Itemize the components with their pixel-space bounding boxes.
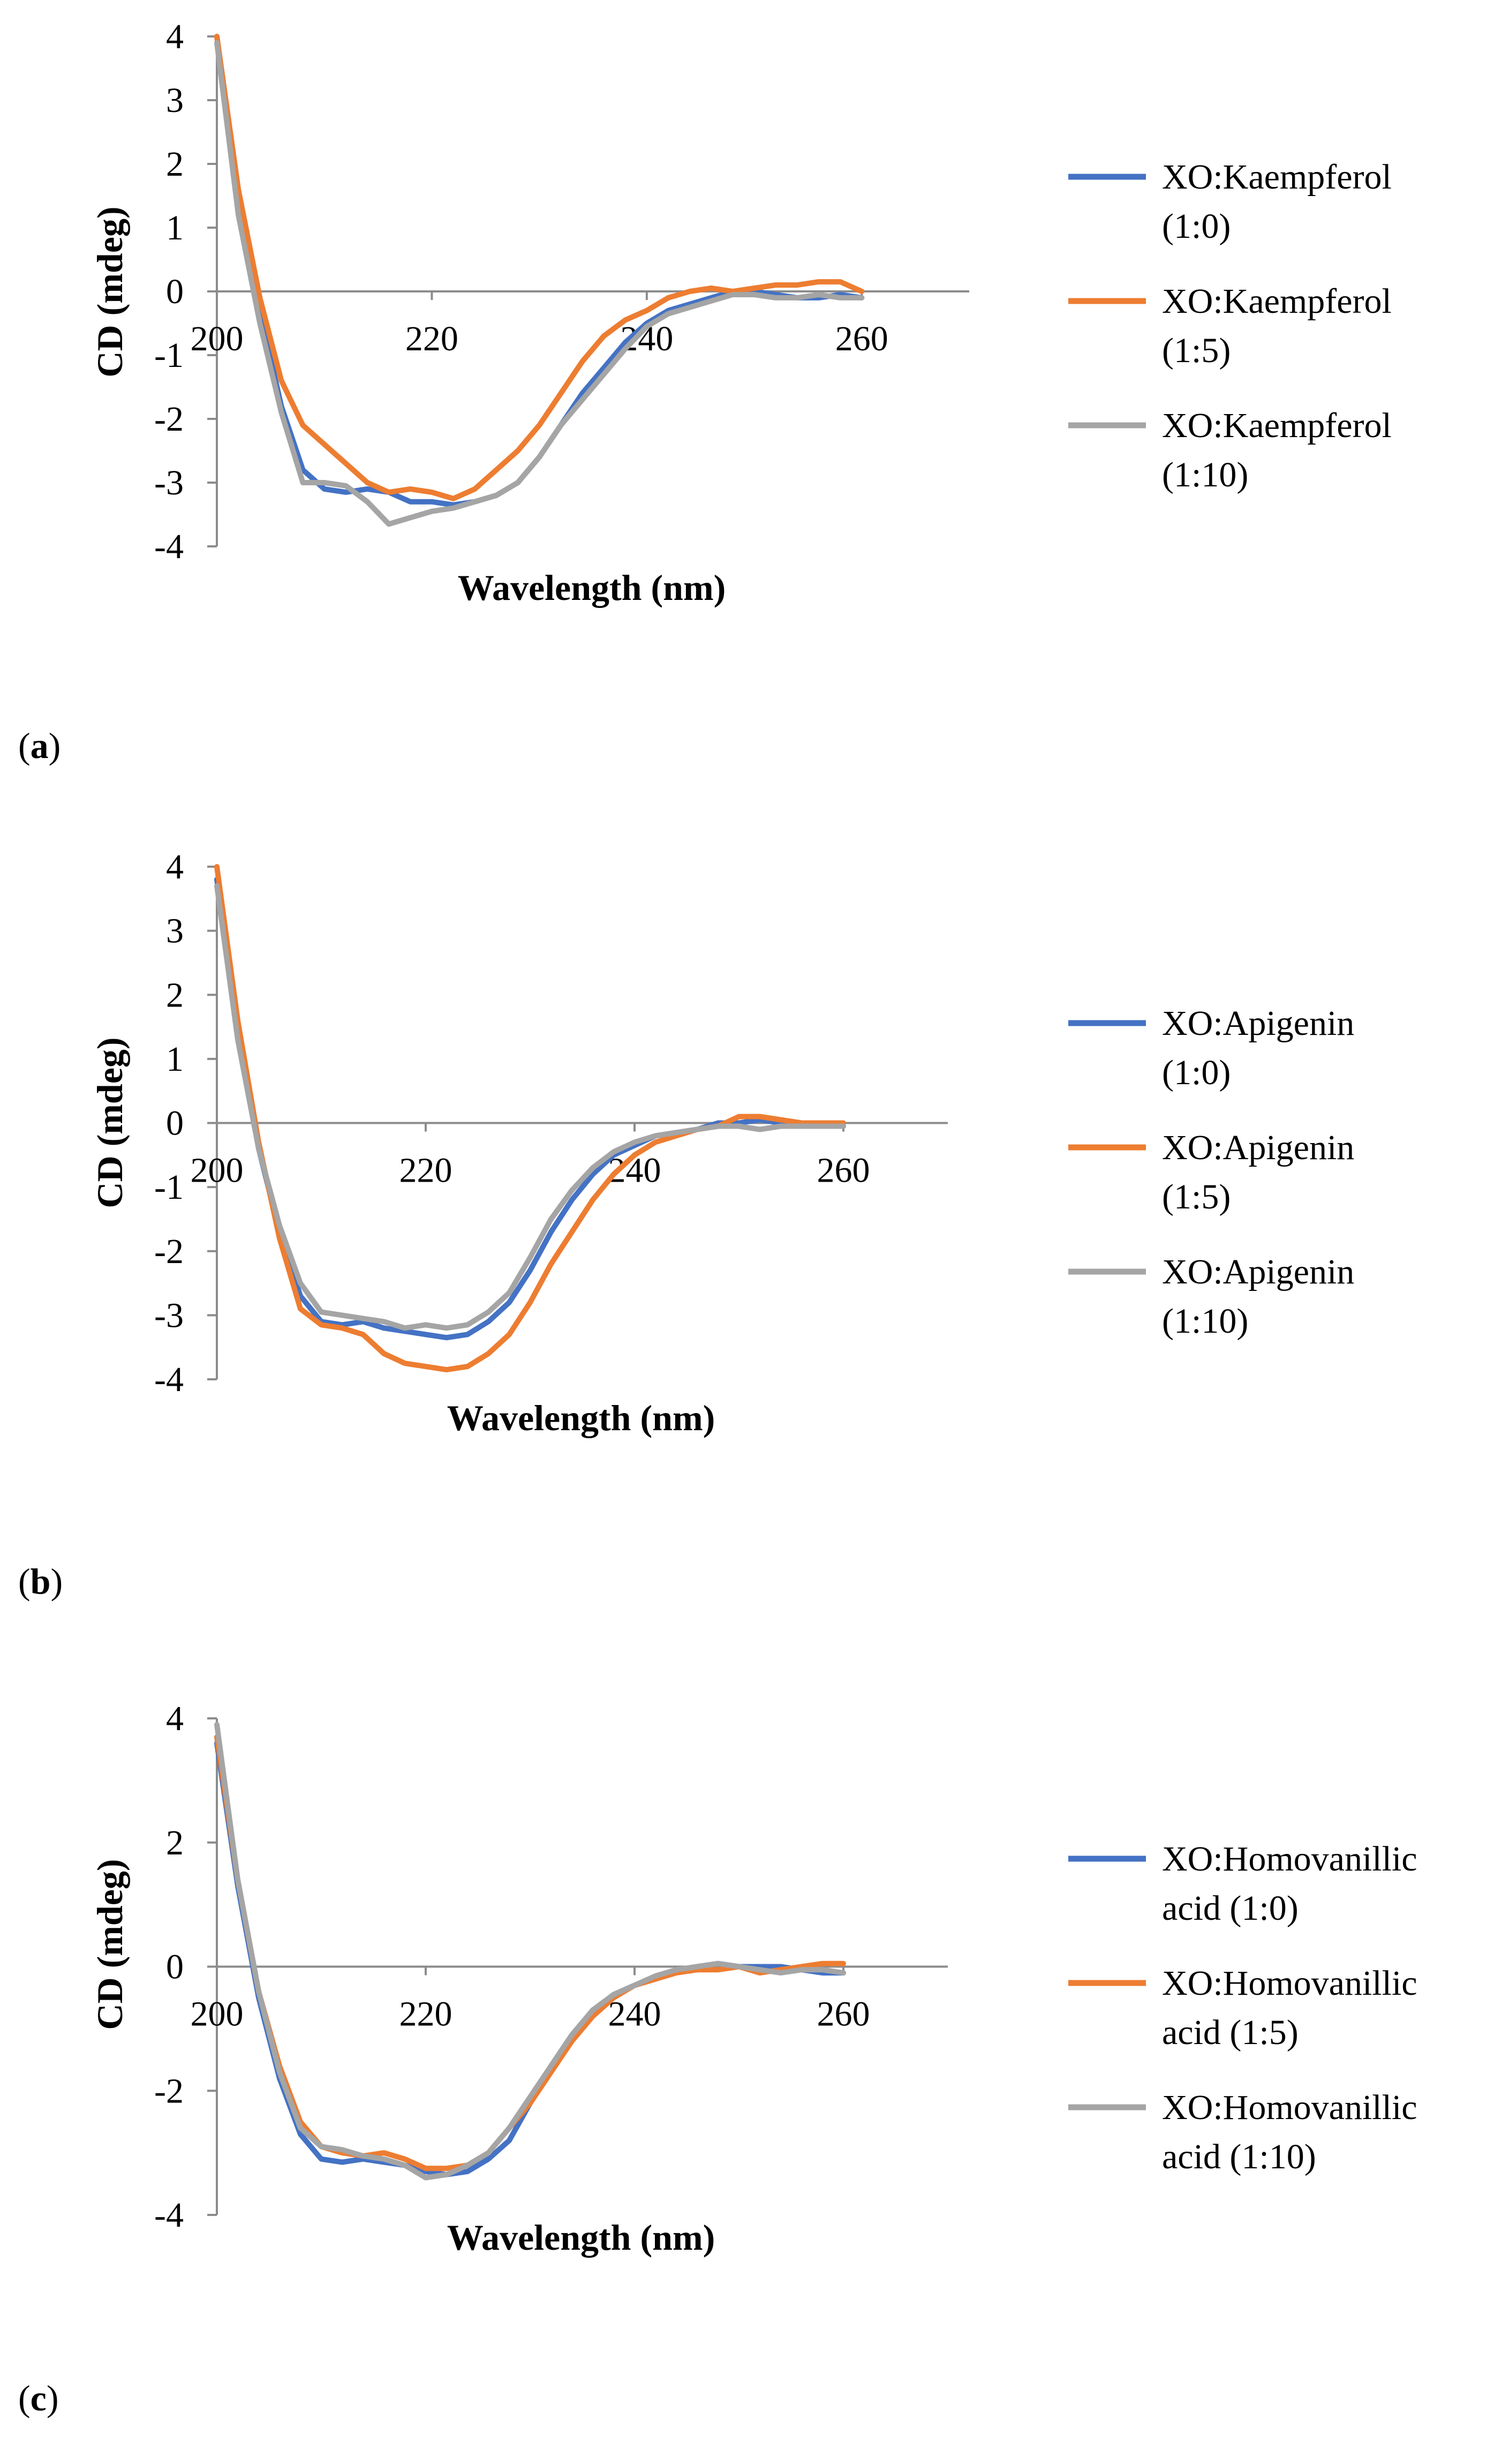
y-tick-label: -3 (154, 1296, 184, 1335)
legend-label: XO:Homovanillic (1162, 2088, 1417, 2127)
y-axis-title: CD (mdeg) (89, 1859, 130, 2030)
series-line (214, 864, 846, 1373)
series-line (214, 1734, 846, 2172)
series-line (214, 1740, 846, 2177)
panel-label: (b) (18, 1561, 63, 1602)
chart-series-group (214, 1722, 846, 2181)
panel-label: (a) (18, 725, 61, 766)
y-axis-title: CD (mdeg) (89, 1037, 130, 1208)
legend-label: acid (1:5) (1162, 2013, 1299, 2052)
x-axis-title: Wavelength (nm) (447, 1398, 715, 1438)
y-tick-label: 1 (166, 1040, 184, 1079)
y-tick-label: 4 (166, 1699, 184, 1738)
x-tick-label: 260 (835, 319, 888, 358)
legend-label: XO:Homovanillic (1162, 1839, 1417, 1879)
panel-label-letter: c (31, 2378, 47, 2418)
y-tick-label: 3 (166, 81, 184, 120)
chart-series-group (214, 34, 865, 527)
series-line (214, 40, 865, 527)
y-tick-label: -2 (154, 1232, 184, 1271)
y-tick-label: 0 (166, 1948, 184, 1987)
x-tick-label: 220 (399, 1995, 452, 2034)
panel-label-letter: a (31, 725, 49, 766)
y-tick-label: 4 (166, 847, 184, 887)
legend-label: XO:Apigenin (1162, 1004, 1354, 1043)
series-line (214, 1722, 846, 2181)
x-tick-label: 200 (191, 1995, 244, 2034)
series-line (214, 883, 846, 1331)
y-tick-label: -4 (154, 527, 184, 566)
legend-label: (1:5) (1162, 331, 1231, 370)
chart-legend: XO:Kaempferol (1:0) XO:Kaempferol (1:5) XO:K… (1068, 157, 1392, 494)
x-tick-label: 240 (608, 1995, 661, 2034)
x-tick-label: 200 (191, 319, 244, 358)
y-tick-label: -4 (154, 2196, 184, 2235)
y-tick-label: 4 (166, 17, 184, 56)
x-tick-label: 260 (817, 1151, 870, 1190)
y-tick-label: 0 (166, 272, 184, 311)
y-tick-label: 2 (166, 975, 184, 1015)
chart-series-group (214, 864, 846, 1373)
legend-label: XO:Apigenin (1162, 1252, 1354, 1291)
x-tick-label: 220 (405, 319, 458, 358)
legend-label: (1:5) (1162, 1177, 1231, 1216)
legend-label: XO:Kaempferol (1162, 157, 1392, 197)
legend-label: (1:0) (1162, 207, 1231, 246)
x-axis-title: Wavelength (nm) (447, 2217, 715, 2258)
legend-label: XO:Homovanillic (1162, 1964, 1417, 2003)
legend-label: acid (1:0) (1162, 1889, 1299, 1928)
legend-label: XO:Kaempferol (1162, 282, 1392, 321)
y-tick-label: -4 (154, 1360, 184, 1399)
chart-axes: 4 2 0 -2 -4 200 220 240 260 (154, 1699, 948, 2235)
x-axis-title: Wavelength (nm) (458, 567, 726, 608)
y-tick-label: 0 (166, 1104, 184, 1143)
chart-panel-c: 4 2 0 -2 -4 200 220 240 260 XO:Homovanillic acid … (18, 1699, 1417, 2418)
legend-label: (1:0) (1162, 1053, 1231, 1092)
x-tick-label: 200 (191, 1151, 244, 1190)
y-tick-label: -3 (154, 463, 184, 502)
x-tick-label: 220 (399, 1151, 452, 1190)
series-line (214, 34, 865, 501)
y-tick-label: 1 (166, 208, 184, 247)
legend-label: XO:Kaempferol (1162, 406, 1392, 445)
y-tick-label: -2 (154, 2071, 184, 2110)
legend-label: XO:Apigenin (1162, 1128, 1354, 1167)
y-tick-label: 2 (166, 145, 184, 184)
panel-label-letter: b (31, 1561, 51, 1602)
y-tick-label: -1 (154, 336, 184, 375)
y-tick-label: 3 (166, 912, 184, 951)
x-tick-label: 260 (817, 1995, 870, 2034)
series-line (214, 876, 846, 1341)
chart-legend: XO:Homovanillic acid (1:0) XO:Homovanillic… (1068, 1839, 1417, 2176)
legend-label: acid (1:10) (1162, 2137, 1316, 2176)
y-tick-label: 2 (166, 1823, 184, 1862)
legend-label: (1:10) (1162, 455, 1248, 494)
y-tick-label: -2 (154, 400, 184, 439)
legend-label: (1:10) (1162, 1302, 1248, 1341)
y-tick-label: -1 (154, 1168, 184, 1207)
y-axis-title: CD (mdeg) (89, 206, 130, 377)
chart-legend: XO:Apigenin (1:0) XO:Apigenin (1:5) XO:Apige… (1068, 1004, 1354, 1341)
panel-label: (c) (18, 2378, 59, 2418)
